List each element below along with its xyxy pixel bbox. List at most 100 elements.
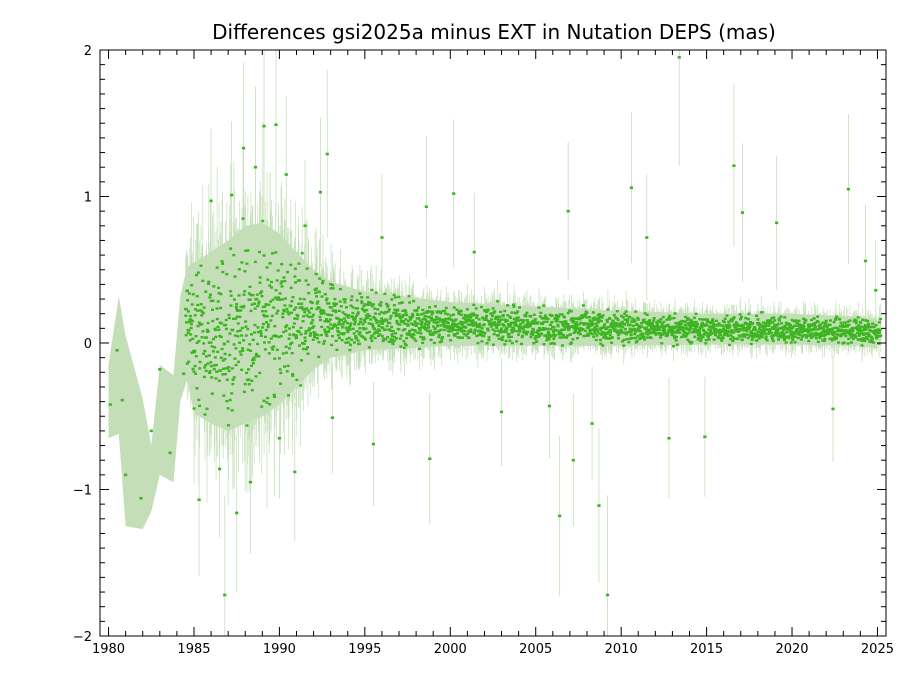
data-point (303, 311, 306, 313)
data-point (187, 310, 190, 312)
data-point (313, 336, 316, 338)
data-point (289, 305, 292, 307)
data-point (515, 340, 518, 342)
data-point (401, 301, 404, 303)
data-point (394, 332, 397, 334)
data-point (187, 329, 190, 331)
data-point (456, 332, 459, 334)
data-point (626, 318, 629, 320)
data-point (698, 331, 701, 333)
data-point (495, 315, 498, 317)
data-point (217, 300, 220, 302)
data-point (497, 334, 500, 336)
data-point (216, 266, 219, 268)
data-point (205, 355, 208, 357)
data-point (543, 321, 546, 323)
data-point (390, 298, 393, 300)
data-point (575, 321, 578, 323)
data-point (283, 276, 286, 278)
data-point (737, 337, 740, 339)
data-point (212, 300, 215, 302)
data-point (212, 338, 215, 340)
data-point (623, 319, 626, 321)
data-point (639, 330, 642, 332)
data-point (687, 332, 690, 334)
data-point (698, 318, 701, 320)
data-point (215, 377, 218, 379)
data-point (797, 320, 800, 322)
data-point (765, 335, 768, 337)
data-point (335, 340, 338, 342)
data-point (466, 332, 469, 334)
data-point (321, 280, 324, 282)
data-point (280, 263, 283, 265)
data-point (245, 372, 248, 374)
data-point (239, 329, 242, 331)
data-point (616, 310, 619, 312)
data-point (617, 319, 620, 321)
data-point (532, 328, 535, 330)
data-point (231, 409, 234, 411)
data-point (189, 333, 192, 335)
data-point (248, 343, 251, 345)
data-point (196, 309, 199, 311)
data-point (402, 340, 405, 342)
data-point (250, 380, 253, 382)
data-point (438, 334, 441, 336)
data-point (575, 324, 578, 326)
data-point (412, 334, 415, 336)
data-point (192, 370, 195, 372)
data-point (513, 318, 516, 320)
data-point (392, 343, 395, 345)
data-point (537, 306, 540, 308)
data-point (210, 376, 213, 378)
data-point (659, 318, 662, 320)
data-point (343, 317, 346, 319)
data-point (268, 352, 271, 354)
data-point (369, 337, 372, 339)
data-point (419, 332, 422, 334)
data-point (393, 294, 396, 296)
data-point (229, 399, 232, 401)
data-point (569, 333, 572, 335)
data-point (384, 328, 387, 330)
data-point (542, 304, 545, 306)
data-point (626, 321, 629, 323)
data-point (306, 346, 309, 348)
data-point (345, 306, 348, 308)
data-point (316, 334, 319, 336)
data-point (272, 306, 275, 308)
data-point (498, 324, 501, 326)
data-point (672, 345, 675, 347)
data-point (285, 352, 288, 354)
data-point (185, 308, 188, 310)
data-point (475, 317, 478, 319)
data-point (190, 327, 193, 329)
data-point (643, 319, 646, 321)
data-point (509, 317, 512, 319)
data-point (360, 302, 363, 304)
data-point (478, 325, 481, 327)
data-point (453, 306, 456, 308)
data-point (212, 285, 215, 287)
data-point (255, 375, 258, 377)
data-point (266, 315, 269, 317)
data-point (748, 326, 751, 328)
data-point (273, 396, 276, 398)
data-point (536, 321, 539, 323)
data-point (263, 254, 266, 256)
data-point (585, 316, 588, 318)
data-point (445, 307, 448, 309)
data-point (714, 334, 717, 336)
data-point (378, 325, 381, 327)
data-point (608, 318, 611, 320)
data-point (312, 339, 315, 341)
data-point (623, 323, 626, 325)
data-point (733, 316, 736, 318)
data-point (310, 321, 313, 323)
data-point (226, 379, 229, 381)
data-point (209, 361, 212, 363)
data-point (443, 329, 446, 331)
data-point (241, 327, 244, 329)
data-point (221, 260, 224, 262)
